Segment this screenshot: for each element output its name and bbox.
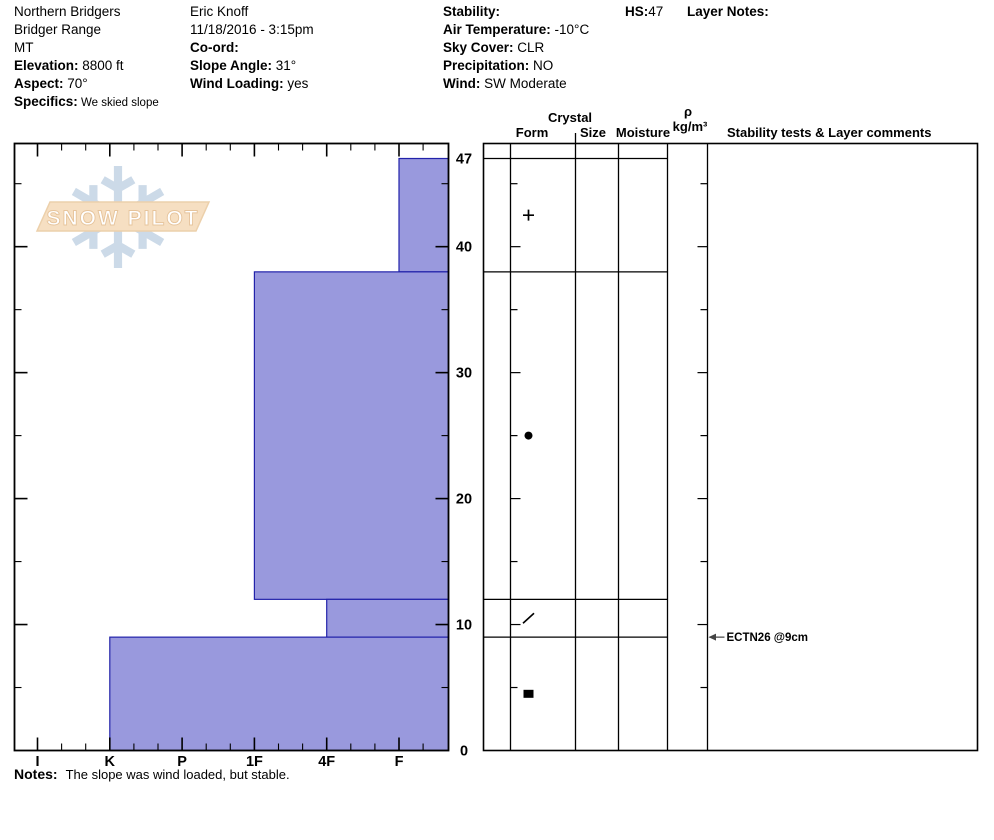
- header-snow-height: HS:47: [625, 4, 663, 22]
- size-column-header: Size: [579, 125, 606, 140]
- header-field: Layer Notes:: [687, 4, 769, 22]
- field-value: 8800 ft: [78, 58, 124, 73]
- header-field: Elevation: 8800 ft: [14, 58, 159, 76]
- field-value: Northern Bridgers: [14, 4, 121, 19]
- crystal-group-header: Crystal: [547, 110, 593, 125]
- field-value: Bridger Range: [14, 22, 102, 37]
- left-arrow-icon: [708, 633, 716, 641]
- notes-label: Notes:: [14, 766, 58, 782]
- field-value: 70°: [63, 76, 88, 91]
- field-label: Specifics:: [14, 94, 78, 109]
- layer-bar-hardness-K: [109, 636, 450, 752]
- field-label: Aspect:: [14, 76, 64, 91]
- field-value: Eric Knoff: [190, 4, 249, 19]
- plot-frame: [13, 142, 450, 752]
- header-field: Stability:: [443, 4, 589, 22]
- moisture-column-header: Moisture: [615, 125, 671, 140]
- header-field: 11/18/2016 - 3:15pm: [190, 22, 314, 40]
- header-field: Wind Loading: yes: [190, 76, 314, 94]
- header-field: Slope Angle: 31°: [190, 58, 314, 76]
- field-value: 11/18/2016 - 3:15pm: [190, 22, 314, 37]
- field-value: -10°C: [550, 22, 590, 37]
- logo-text: SNOW PILOT: [47, 207, 200, 230]
- layer-bar-hardness-4F: [326, 598, 450, 638]
- depth-label: 10: [456, 618, 472, 634]
- header-field: Aspect: 70°: [14, 76, 159, 94]
- field-label: Sky Cover:: [443, 40, 514, 55]
- stability-test-label: ECTN26 @9cm: [727, 632, 809, 644]
- field-label: HS:: [625, 4, 649, 19]
- field-label: Stability:: [443, 4, 501, 19]
- density-column-header-symbol: ρ: [683, 104, 693, 119]
- depth-label: 0: [460, 744, 468, 760]
- header-field: Specifics: We skied slope: [14, 94, 159, 112]
- header-observer-column: Eric Knoff 11/18/2016 - 3:15pm Co-ord: Slop…: [190, 4, 314, 94]
- hardness-label: K: [105, 754, 116, 770]
- header-location-column: Northern Bridgers Bridger Range MT Elevatio…: [14, 4, 159, 112]
- hardness-label: 4F: [318, 754, 335, 770]
- precipitation-particles-symbol: [523, 209, 534, 221]
- header-field: Sky Cover: CLR: [443, 40, 589, 58]
- depth-label: 30: [456, 366, 472, 382]
- hardness-label: 1F: [246, 754, 263, 770]
- depth-label: 20: [456, 492, 472, 508]
- header-conditions-column: Stability: Air Temperature: -10°C Sky Cove…: [443, 4, 589, 94]
- field-label: Co-ord:: [190, 40, 239, 55]
- density-column-header-units: kg/m³: [672, 119, 708, 134]
- field-label: Precipitation:: [443, 58, 530, 73]
- field-value: NO: [529, 58, 554, 73]
- hardness-label: I: [35, 754, 39, 770]
- header-layer-notes: Layer Notes:: [687, 4, 769, 22]
- decomposing-fragments-symbol: [522, 612, 535, 624]
- depth-label: 40: [456, 240, 472, 256]
- field-label: Slope Angle:: [190, 58, 273, 73]
- header-field: Precipitation: NO: [443, 58, 589, 76]
- logo-banner: [35, 201, 211, 232]
- header-field: HS:47: [625, 4, 663, 22]
- field-value: 31°: [272, 58, 297, 73]
- field-label: Air Temperature:: [443, 22, 551, 37]
- notes-line: Notes: The slope was wind loaded, but sta…: [14, 766, 290, 782]
- header-field: Co-ord:: [190, 40, 314, 58]
- header-field: Air Temperature: -10°C: [443, 22, 589, 40]
- hardness-label: F: [395, 754, 404, 770]
- header-field: Eric Knoff: [190, 4, 314, 22]
- field-label: Wind Loading:: [190, 76, 284, 91]
- header-field: Wind: SW Moderate: [443, 76, 589, 94]
- layer-bar-hardness-1F: [253, 271, 450, 600]
- hardness-label: P: [177, 754, 187, 770]
- notes-value: The slope was wind loaded, but stable.: [65, 767, 290, 782]
- layer-bar-hardness-F: [398, 157, 450, 273]
- field-value: SW Moderate: [480, 76, 567, 91]
- header-field: MT: [14, 40, 159, 58]
- header-field: Bridger Range: [14, 22, 159, 40]
- rounded-grains-symbol: [524, 431, 533, 440]
- field-value: We skied slope: [77, 97, 159, 109]
- header-field: Northern Bridgers: [14, 4, 159, 22]
- field-value: yes: [283, 76, 309, 91]
- depth-label: 47: [456, 152, 472, 168]
- field-label: Layer Notes:: [687, 4, 769, 19]
- form-column-header: Form: [515, 125, 549, 140]
- field-value: 47: [648, 4, 664, 19]
- field-label: Elevation:: [14, 58, 79, 73]
- field-label: Wind:: [443, 76, 481, 91]
- layer-table-frame: [482, 142, 979, 752]
- field-value: CLR: [513, 40, 545, 55]
- stability-column-header: Stability tests & Layer comments: [727, 125, 932, 140]
- faceted-crystals-symbol: [523, 689, 534, 698]
- field-value: MT: [14, 40, 34, 55]
